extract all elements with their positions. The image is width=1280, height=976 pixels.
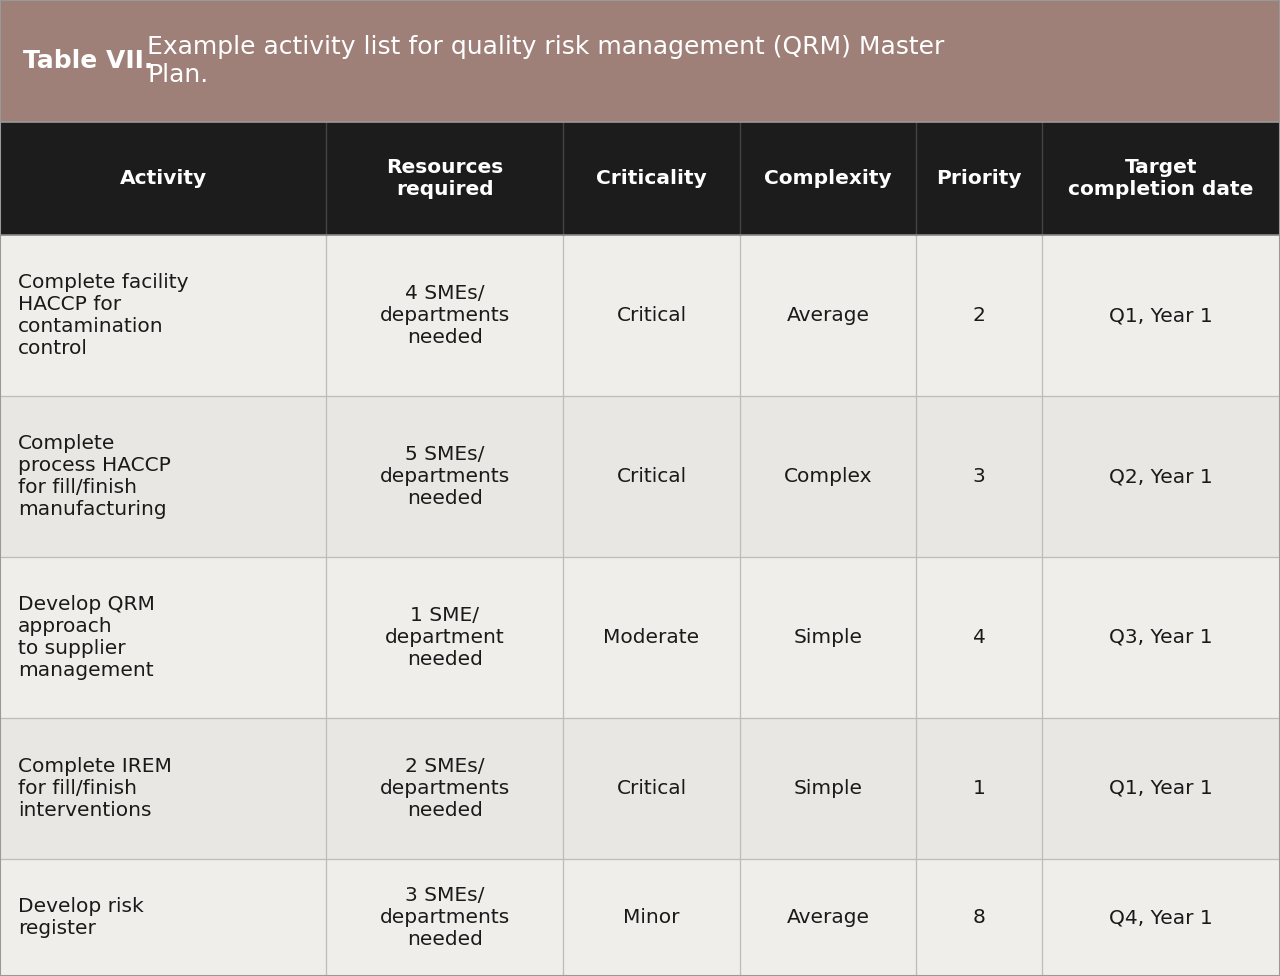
Text: Simple: Simple — [794, 779, 863, 798]
Text: Average: Average — [787, 908, 869, 927]
Text: Priority: Priority — [937, 170, 1021, 188]
Text: 2: 2 — [973, 306, 986, 325]
Bar — [0, 235, 1280, 396]
Text: Develop risk
register: Develop risk register — [18, 897, 143, 938]
Text: Target
completion date: Target completion date — [1069, 158, 1253, 199]
Text: 3: 3 — [973, 468, 986, 486]
Text: Criticality: Criticality — [596, 170, 707, 188]
Text: 3 SMEs/
departments
needed: 3 SMEs/ departments needed — [380, 886, 509, 949]
Bar — [0, 717, 1280, 859]
Text: Resources
required: Resources required — [387, 158, 503, 199]
Text: Table VII.: Table VII. — [23, 49, 154, 73]
Text: Example activity list for quality risk management (QRM) Master
Plan.: Example activity list for quality risk m… — [147, 35, 945, 87]
Text: Activity: Activity — [119, 170, 207, 188]
Text: Critical: Critical — [617, 779, 686, 798]
Text: Moderate: Moderate — [603, 628, 700, 647]
Text: Complete facility
HACCP for
contamination
control: Complete facility HACCP for contaminatio… — [18, 273, 188, 358]
Text: Q1, Year 1: Q1, Year 1 — [1108, 306, 1213, 325]
Bar — [0, 122, 1280, 235]
Text: 2 SMEs/
departments
needed: 2 SMEs/ departments needed — [380, 757, 509, 820]
Text: 8: 8 — [973, 908, 986, 927]
Text: Complexity: Complexity — [764, 170, 892, 188]
Bar — [0, 0, 1280, 122]
Text: Critical: Critical — [617, 468, 686, 486]
Text: Complete IREM
for fill/finish
interventions: Complete IREM for fill/finish interventi… — [18, 757, 172, 820]
Text: Critical: Critical — [617, 306, 686, 325]
Text: 1 SME/
department
needed: 1 SME/ department needed — [385, 606, 504, 669]
Text: Q3, Year 1: Q3, Year 1 — [1110, 628, 1212, 647]
Text: Average: Average — [787, 306, 869, 325]
Text: Complex: Complex — [783, 468, 873, 486]
Bar — [0, 396, 1280, 557]
Bar — [0, 557, 1280, 717]
Text: Q1, Year 1: Q1, Year 1 — [1108, 779, 1213, 798]
Text: 1: 1 — [973, 779, 986, 798]
Text: Minor: Minor — [623, 908, 680, 927]
Text: 4: 4 — [973, 628, 986, 647]
Text: Complete
process HACCP
for fill/finish
manufacturing: Complete process HACCP for fill/finish m… — [18, 434, 170, 519]
Text: Simple: Simple — [794, 628, 863, 647]
Bar — [0, 859, 1280, 976]
Text: Q4, Year 1: Q4, Year 1 — [1108, 908, 1213, 927]
Text: Develop QRM
approach
to supplier
management: Develop QRM approach to supplier managem… — [18, 594, 155, 679]
Text: 5 SMEs/
departments
needed: 5 SMEs/ departments needed — [380, 445, 509, 508]
Text: 4 SMEs/
departments
needed: 4 SMEs/ departments needed — [380, 284, 509, 347]
Text: Q2, Year 1: Q2, Year 1 — [1108, 468, 1213, 486]
